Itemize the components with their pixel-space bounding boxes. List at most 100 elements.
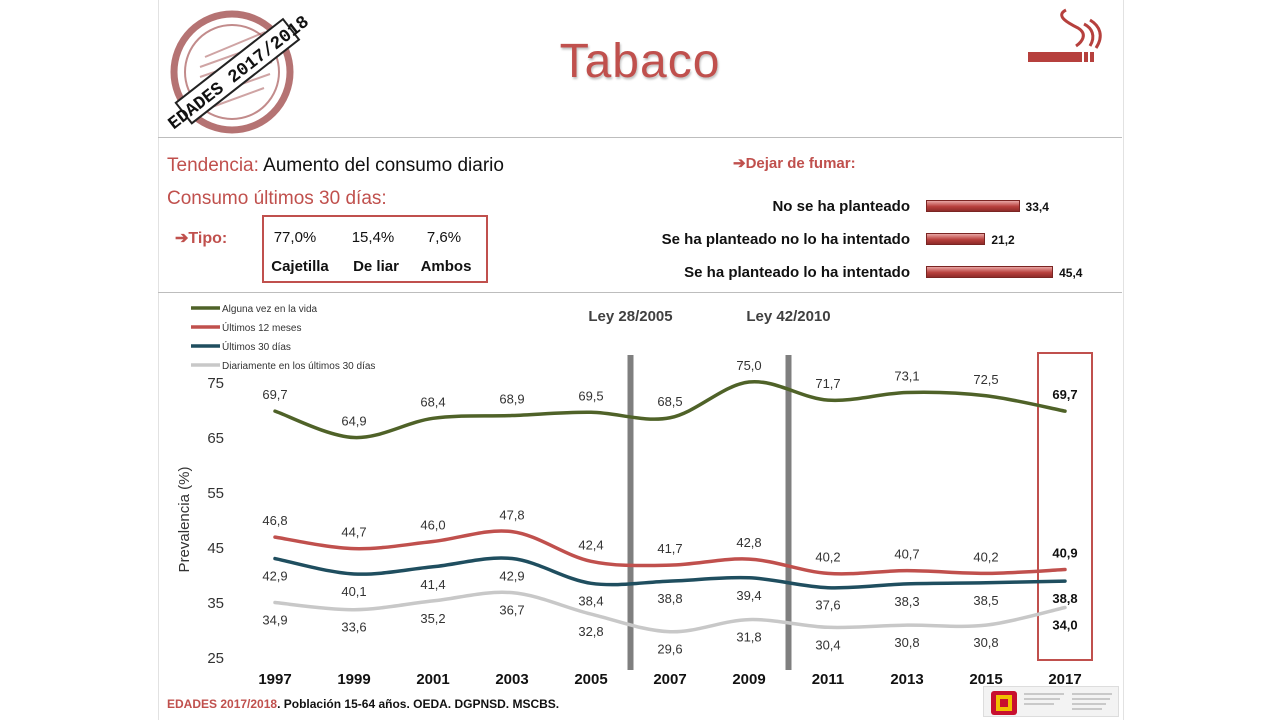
law-marker-line [785,355,792,670]
data-label-ultimos-12-meses: 40,7 [894,547,919,562]
law-marker-label: Ley 42/2010 [746,308,830,325]
tipo-value-de-liar: 15,4% [351,229,395,246]
tipo-label-de-liar: De liar [353,258,399,275]
data-label-alguna-vez-en-la-vida: 64,9 [341,414,366,429]
data-label-diariamente-en-los-ultimos-30-dias: 35,2 [420,611,445,626]
data-label-ultimos-12-meses: 40,9 [1052,546,1077,561]
quit-label-2: Se ha planteado lo ha intentado [684,264,910,281]
data-label-ultimos-30-dias: 41,4 [420,577,445,592]
data-label-ultimos-30-dias: 38,5 [973,593,998,608]
data-label-ultimos-12-meses: 40,2 [815,549,840,564]
data-label-ultimos-12-meses: 46,8 [262,513,287,528]
x-tick-label: 2003 [495,671,528,688]
y-tick-label: 25 [207,650,224,667]
data-label-ultimos-12-meses: 42,8 [736,535,761,550]
legend-entry: Últimos 12 meses [222,321,301,334]
x-tick-label: 2017 [1048,671,1081,688]
data-label-ultimos-12-meses: 46,0 [420,518,445,533]
legend-entry: Diariamente en los últimos 30 días [222,361,375,372]
data-label-diariamente-en-los-ultimos-30-dias: 30,4 [815,637,840,652]
legend-entry: Últimos 30 días [222,340,291,353]
quit-bar-2 [926,266,1054,278]
x-tick-label: 2005 [574,671,607,688]
cigarette-icon [1028,8,1102,62]
page-title: Tabaco [559,35,721,88]
data-label-ultimos-12-meses: 41,7 [657,541,682,556]
data-label-alguna-vez-en-la-vida: 69,5 [578,388,603,403]
y-tick-label: 35 [207,595,224,612]
data-label-ultimos-30-dias: 38,8 [657,591,682,606]
tipo-value-ambos: 7,6% [426,229,462,246]
data-label-alguna-vez-en-la-vida: 68,4 [420,394,445,409]
law-marker-label: Ley 28/2005 [588,308,672,325]
data-label-alguna-vez-en-la-vida: 68,5 [657,394,682,409]
y-tick-label: 75 [207,375,224,392]
series-line-alguna-vez-en-la-vida [273,379,1067,440]
tipo-box [262,215,488,283]
x-tick-label: 1997 [258,671,291,688]
divider-middle [158,292,1122,293]
data-label-ultimos-30-dias: 40,1 [341,584,366,599]
data-label-ultimos-30-dias: 38,8 [1052,591,1077,606]
series-line-diariamente-en-los-ultimos-30-dias [273,590,1067,634]
x-tick-label: 2015 [969,671,1002,688]
data-label-diariamente-en-los-ultimos-30-dias: 32,8 [578,624,603,639]
data-label-alguna-vez-en-la-vida: 75,0 [736,358,761,373]
quit-value-2: 45,4 [1059,266,1083,280]
tipo-label: ➔Tipo: [175,230,228,247]
edades-stamp-logo: EDADES 2017/2018 [165,10,310,135]
y-tick-label: 65 [207,430,224,447]
law-marker-line [627,355,634,670]
prevalence-line-chart: 25 35 45 55 65 75 Prevalencia (%) Ley 28/2005 Le… [176,304,1093,688]
x-tick-label: 1999 [337,671,370,688]
tipo-value-cajetilla: 77,0% [273,229,317,246]
x-tick-label: 2001 [416,671,449,688]
data-label-diariamente-en-los-ultimos-30-dias: 31,8 [736,630,761,645]
quit-label-1: Se ha planteado no lo ha intentado [661,231,910,248]
data-label-ultimos-30-dias: 37,6 [815,598,840,613]
y-tick-label: 55 [207,485,224,502]
tendencia-value: Aumento del consumo diario [263,155,504,176]
x-tick-label: 2007 [653,671,686,688]
footer-source-bold: EDADES 2017/2018 [167,697,278,711]
tipo-label-cajetilla: Cajetilla [271,258,329,275]
data-label-ultimos-30-dias: 39,4 [736,588,761,603]
data-label-alguna-vez-en-la-vida: 71,7 [815,376,840,391]
tendencia-label: Tendencia: [167,155,259,176]
data-label-diariamente-en-los-ultimos-30-dias: 33,6 [341,620,366,635]
data-label-diariamente-en-los-ultimos-30-dias: 30,8 [894,635,919,650]
y-axis-label: Prevalencia (%) [176,467,193,573]
footer-source: EDADES 2017/2018. Población 15-64 años. … [167,697,559,711]
data-label-ultimos-30-dias: 38,4 [578,593,603,608]
quit-title: ➔Dejar de fumar: [733,155,856,172]
data-label-ultimos-12-meses: 44,7 [341,525,366,540]
quit-bar-0 [926,200,1020,212]
data-label-diariamente-en-los-ultimos-30-dias: 36,7 [499,603,524,618]
quit-value-0: 33,4 [1025,200,1049,214]
x-tick-label: 2013 [890,671,923,688]
data-label-diariamente-en-los-ultimos-30-dias: 34,9 [262,613,287,628]
data-label-diariamente-en-los-ultimos-30-dias: 34,0 [1052,618,1077,633]
data-label-alguna-vez-en-la-vida: 73,1 [894,368,919,383]
quit-label-0: No se ha planteado [772,198,910,215]
quit-value-1: 21,2 [991,233,1015,247]
data-label-ultimos-30-dias: 42,9 [262,569,287,584]
x-tick-label: 2011 [812,671,845,688]
data-label-alguna-vez-en-la-vida: 68,9 [499,392,524,407]
quit-bar-1 [926,233,986,245]
legend-entry: Alguna vez en la vida [222,304,318,315]
spain-ministry-logo [983,686,1119,717]
data-label-diariamente-en-los-ultimos-30-dias: 30,8 [973,635,998,650]
highlight-2017-box [1037,352,1093,661]
tendencia-line: Tendencia: Aumento del consumo diario [167,155,504,177]
divider-top [158,137,1122,138]
series-line-ultimos-12-meses [273,529,1067,576]
data-label-alguna-vez-en-la-vida: 69,7 [262,387,287,402]
tipo-label-ambos: Ambos [420,258,472,275]
consumo-label: Consumo últimos 30 días: [167,188,387,209]
footer-source-rest: . Población 15-64 años. OEDA. DGPNSD. MS… [277,697,560,711]
data-label-ultimos-12-meses: 47,8 [499,508,524,523]
y-tick-label: 45 [207,540,224,557]
slide-canvas [158,0,1124,720]
x-tick-label: 2009 [732,671,765,688]
